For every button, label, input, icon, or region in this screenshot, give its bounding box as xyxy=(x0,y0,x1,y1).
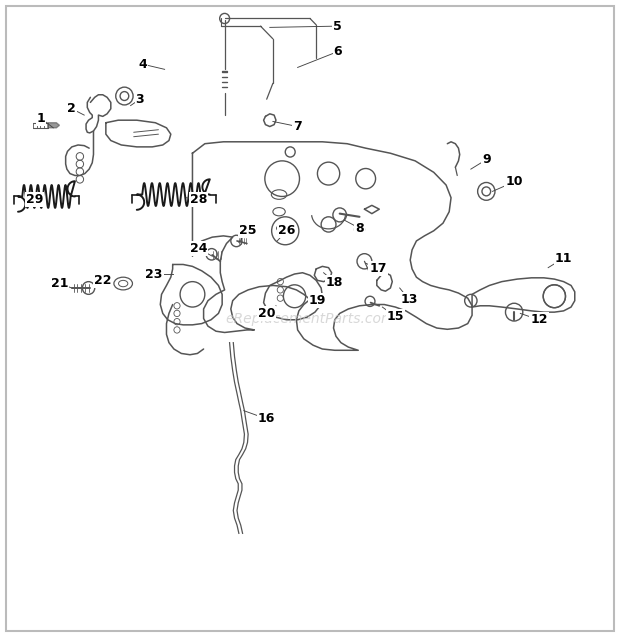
Text: 1: 1 xyxy=(37,111,45,125)
Text: 5: 5 xyxy=(334,20,342,32)
Text: 3: 3 xyxy=(136,93,144,106)
Text: 18: 18 xyxy=(326,276,343,289)
Text: 15: 15 xyxy=(387,310,404,323)
Text: 11: 11 xyxy=(555,252,572,264)
Text: 9: 9 xyxy=(482,153,490,166)
Text: eReplacementParts.com: eReplacementParts.com xyxy=(225,311,395,326)
Text: 23: 23 xyxy=(146,268,163,280)
Text: 29: 29 xyxy=(26,192,43,206)
Text: 13: 13 xyxy=(401,293,418,306)
Text: 24: 24 xyxy=(190,242,208,255)
Text: 12: 12 xyxy=(530,313,547,326)
Text: 4: 4 xyxy=(139,58,148,71)
Text: 19: 19 xyxy=(309,294,326,307)
Text: 25: 25 xyxy=(239,224,257,238)
Text: 6: 6 xyxy=(334,45,342,58)
Text: 26: 26 xyxy=(278,224,295,238)
Polygon shape xyxy=(48,123,60,128)
Text: 28: 28 xyxy=(190,192,207,206)
Text: 22: 22 xyxy=(94,274,112,287)
Text: 16: 16 xyxy=(258,412,275,426)
Text: 20: 20 xyxy=(258,307,275,320)
Text: 7: 7 xyxy=(293,120,302,133)
Text: 10: 10 xyxy=(505,175,523,189)
Text: 17: 17 xyxy=(370,262,387,275)
Text: 8: 8 xyxy=(355,222,364,235)
Text: 21: 21 xyxy=(51,277,68,290)
Text: 2: 2 xyxy=(68,103,76,115)
